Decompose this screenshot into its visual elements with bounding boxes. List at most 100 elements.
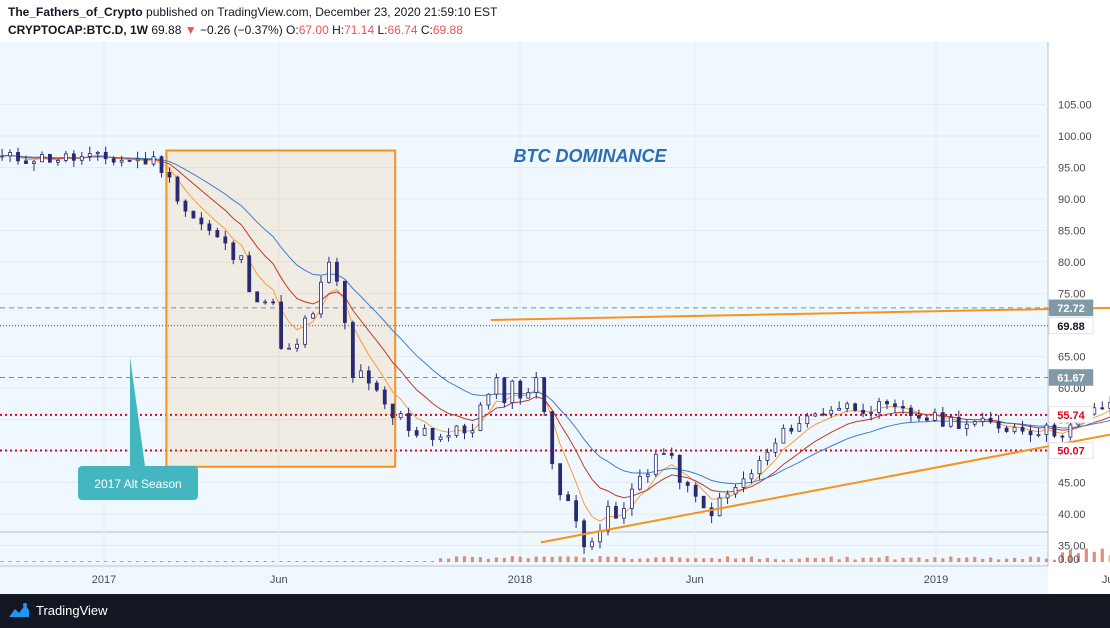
plot-area[interactable]: [0, 42, 1048, 594]
candle-body: [295, 343, 299, 349]
volume-bar: [638, 558, 642, 562]
volume-bar: [917, 557, 921, 562]
candle-body: [103, 151, 108, 160]
volume-bar: [311, 561, 315, 562]
price-chart[interactable]: BTC DOMINANCE 2017 Alt Season 35.00 40.00 4…: [0, 42, 1110, 594]
candle-body: [247, 255, 252, 293]
volume-bar: [725, 556, 730, 562]
volume-bar: [845, 556, 849, 562]
candle-body: [127, 159, 132, 162]
volume-bar: [1052, 559, 1057, 562]
candle-body: [279, 301, 284, 349]
candle-body: [885, 401, 889, 405]
candle-body: [151, 156, 156, 165]
time-tick-label: Jun: [1102, 574, 1110, 586]
orange-trend-line: [490, 306, 1110, 321]
candle-body: [199, 217, 204, 225]
candle-body: [462, 425, 467, 434]
volume-bar: [399, 561, 403, 562]
candle-body: [685, 481, 690, 486]
volume-bar: [654, 557, 658, 562]
orange-trend-line: [540, 433, 1110, 544]
open-label: O:: [286, 23, 299, 37]
symbol-name[interactable]: CRYPTOCAP:BTC.D, 1W: [8, 23, 149, 37]
volume-bar: [909, 557, 913, 562]
volume-bar: [710, 557, 714, 562]
volume-bar: [407, 561, 411, 562]
chart-header: The_Fathers_of_Crypto published on Tradi…: [0, 0, 1110, 42]
candle-body: [1012, 426, 1017, 432]
volume-bar: [965, 557, 969, 562]
tradingview-logo[interactable]: TradingView: [8, 602, 108, 618]
candle-body: [63, 153, 68, 161]
candle-body: [677, 454, 682, 483]
candle-body: [135, 158, 140, 162]
volume-bar: [359, 561, 363, 562]
candle-body: [924, 417, 929, 421]
volume-bar: [88, 561, 92, 562]
candle-body: [159, 156, 164, 173]
candle-body: [574, 500, 578, 522]
time-tick-label: 2018: [508, 574, 532, 586]
volume-bar: [590, 558, 594, 562]
volume-bar: [64, 561, 68, 562]
candle-body: [622, 508, 626, 519]
change-down-icon: ▼: [184, 23, 197, 37]
candle-body: [1060, 435, 1065, 438]
horizontal-levels: [0, 307, 1048, 452]
volume-bar: [853, 559, 857, 562]
volume-bar: [191, 561, 196, 562]
volume-bar: [630, 558, 634, 562]
volume-bar: [327, 561, 331, 562]
candle-body: [438, 436, 443, 441]
volume-bar: [957, 558, 961, 562]
volume-bar: [40, 561, 44, 562]
volume-bar: [949, 556, 953, 562]
candle-body: [972, 421, 977, 425]
volume-bar: [997, 559, 1001, 562]
trend-lines[interactable]: [490, 290, 1110, 544]
price-tick-label: 60.00: [1058, 383, 1086, 395]
author-name[interactable]: The_Fathers_of_Crypto: [8, 5, 143, 19]
price-label-bg: [1048, 406, 1094, 424]
volume-bar: [239, 561, 243, 562]
candle-body: [948, 416, 953, 427]
candle-body: [1020, 426, 1025, 432]
candle-body: [414, 430, 419, 436]
volume-bar: [694, 558, 698, 562]
candle-body: [430, 427, 435, 441]
candle-body: [837, 408, 842, 411]
volume-bar: [781, 559, 785, 562]
price-label: 61.67: [1057, 372, 1085, 384]
volume-bar: [1012, 557, 1017, 562]
volume-bar: [231, 561, 235, 562]
candle-body: [614, 506, 618, 519]
candle-body: [917, 415, 921, 419]
volume-bar: [430, 561, 435, 562]
volume-bar: [462, 556, 467, 562]
callout-pointer: [130, 357, 145, 466]
volume-bar: [1036, 557, 1041, 562]
price-tick-label: 90.00: [1058, 194, 1086, 206]
publication-line: The_Fathers_of_Crypto published on Tradi…: [8, 5, 497, 19]
candle-body: [1036, 434, 1041, 437]
volume-bar: [486, 558, 490, 562]
volume-bar: [558, 556, 562, 562]
candle-body: [988, 417, 993, 423]
candle-body: [1068, 424, 1073, 438]
candle-body: [327, 261, 331, 283]
candle-body: [406, 413, 411, 431]
candle-body: [661, 453, 666, 455]
volume-bar: [574, 556, 578, 562]
volume-bar: [622, 557, 626, 562]
volume-bar: [686, 558, 690, 562]
candle-body: [765, 451, 770, 461]
volume-bar: [1100, 548, 1104, 562]
volume-bar: [662, 557, 666, 562]
volume-bar: [606, 556, 610, 562]
candle-body: [486, 393, 491, 406]
candle-body: [534, 377, 539, 393]
volume-bar: [247, 561, 251, 562]
volume-zero-tick: 0.00: [1058, 554, 1079, 566]
candle-body: [87, 153, 92, 157]
